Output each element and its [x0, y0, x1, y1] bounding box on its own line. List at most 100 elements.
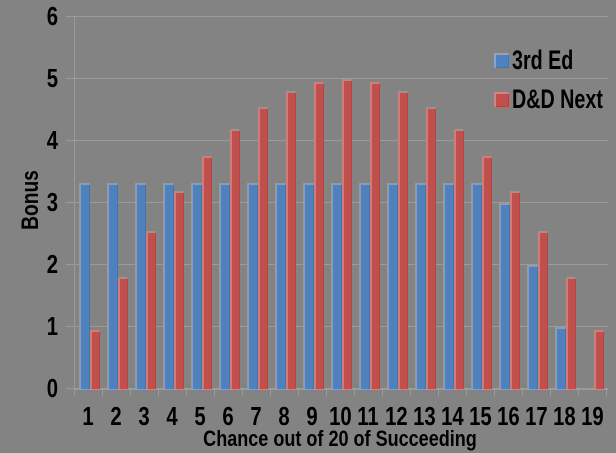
gridline-y-5: [74, 78, 608, 79]
bar-d-d-next-15: [481, 156, 492, 389]
x-axis-line: [74, 389, 608, 390]
x-tick-label-13: 13: [413, 401, 436, 431]
x-tick-15: [494, 389, 495, 396]
x-tick-label-4: 4: [166, 401, 178, 431]
bar-d-d-next-1: [89, 330, 100, 389]
y-tick-label-1: 1: [46, 311, 58, 341]
bar-d-d-next-13: [425, 107, 436, 389]
bar-d-d-next-12: [397, 91, 408, 389]
bar-3rd-ed-4: [163, 183, 174, 389]
x-tick-label-6: 6: [222, 401, 234, 431]
x-tick-label-19: 19: [581, 401, 604, 431]
legend-swatch-0: [494, 53, 509, 68]
bar-d-d-next-5: [201, 156, 212, 389]
y-tick-label-3: 3: [46, 187, 58, 217]
x-tick-1: [102, 389, 103, 396]
y-tick-3: [66, 202, 74, 203]
x-tick-8: [298, 389, 299, 396]
bar-3rd-ed-12: [387, 183, 398, 389]
y-tick-1: [66, 326, 74, 327]
bar-3rd-ed-2: [107, 183, 118, 389]
bar-d-d-next-3: [145, 231, 156, 389]
y-axis-title: Bonus: [17, 170, 44, 230]
bar-3rd-ed-5: [191, 183, 202, 389]
bar-d-d-next-6: [229, 129, 240, 389]
bar-d-d-next-16: [509, 191, 520, 389]
gridline-y-6: [74, 16, 608, 17]
x-tick-label-14: 14: [441, 401, 464, 431]
y-tick-2: [66, 264, 74, 265]
x-tick-2: [130, 389, 131, 396]
x-tick-label-12: 12: [385, 401, 408, 431]
x-tick-label-16: 16: [497, 401, 520, 431]
bar-d-d-next-14: [453, 129, 464, 389]
x-axis-title: Chance out of 20 of Succeeding: [203, 426, 477, 451]
x-tick-label-3: 3: [138, 401, 150, 431]
bar-d-d-next-2: [117, 277, 128, 389]
bar-3rd-ed-6: [219, 183, 230, 389]
x-tick-13: [438, 389, 439, 396]
legend-label-0: 3rd Ed: [512, 45, 574, 75]
x-tick-label-8: 8: [278, 401, 290, 431]
bar-3rd-ed-11: [359, 183, 370, 389]
x-tick-label-1: 1: [82, 401, 94, 431]
bar-3rd-ed-3: [135, 183, 146, 389]
bar-d-d-next-10: [341, 79, 352, 389]
x-tick-label-17: 17: [525, 401, 548, 431]
legend-item-dnd-next: D&D Next: [494, 84, 616, 114]
x-tick-4: [186, 389, 187, 396]
x-tick-label-15: 15: [469, 401, 492, 431]
x-tick-label-5: 5: [194, 401, 206, 431]
x-tick-16: [522, 389, 523, 396]
y-tick-6: [66, 16, 74, 17]
y-tick-label-0: 0: [46, 373, 58, 403]
y-tick-4: [66, 140, 74, 141]
x-tick-label-7: 7: [250, 401, 262, 431]
bar-d-d-next-4: [173, 191, 184, 389]
x-tick-12: [410, 389, 411, 396]
bar-d-d-next-8: [285, 91, 296, 389]
x-tick-label-9: 9: [306, 401, 318, 431]
bar-3rd-ed-10: [331, 183, 342, 389]
y-tick-label-6: 6: [46, 1, 58, 31]
x-tick-label-18: 18: [553, 401, 576, 431]
y-tick-5: [66, 78, 74, 79]
legend-label-1: D&D Next: [512, 84, 603, 114]
y-tick-0: [66, 388, 74, 389]
gridline-y-4: [74, 140, 608, 141]
bar-3rd-ed-8: [275, 183, 286, 389]
bar-3rd-ed-15: [471, 183, 482, 389]
y-axis-line: [74, 15, 75, 389]
bar-3rd-ed-14: [443, 183, 454, 389]
bar-3rd-ed-9: [303, 183, 314, 389]
bar-d-d-next-7: [257, 107, 268, 389]
x-tick-3: [158, 389, 159, 396]
x-tick-10: [354, 389, 355, 396]
bar-d-d-next-18: [565, 277, 576, 389]
bar-3rd-ed-1: [79, 183, 90, 389]
x-tick-17: [550, 389, 551, 396]
x-tick-19: [606, 389, 607, 396]
legend-item-3rd-ed: 3rd Ed: [494, 45, 596, 75]
x-tick-label-2: 2: [110, 401, 122, 431]
bar-3rd-ed-18: [555, 327, 566, 389]
x-tick-7: [270, 389, 271, 396]
bar-3rd-ed-7: [247, 183, 258, 389]
bar-3rd-ed-13: [415, 183, 426, 389]
x-tick-6: [242, 389, 243, 396]
x-tick-18: [578, 389, 579, 396]
x-tick-14: [466, 389, 467, 396]
x-tick-5: [214, 389, 215, 396]
y-tick-label-2: 2: [46, 249, 58, 279]
x-tick-11: [382, 389, 383, 396]
bar-d-d-next-11: [369, 82, 380, 389]
bar-d-d-next-9: [313, 82, 324, 389]
x-tick-9: [326, 389, 327, 396]
bar-3rd-ed-17: [527, 265, 538, 389]
y-tick-label-5: 5: [46, 63, 58, 93]
x-tick-label-10: 10: [329, 401, 352, 431]
y-tick-label-4: 4: [46, 125, 58, 155]
x-tick-0: [74, 389, 75, 396]
bar-3rd-ed-16: [499, 203, 510, 389]
